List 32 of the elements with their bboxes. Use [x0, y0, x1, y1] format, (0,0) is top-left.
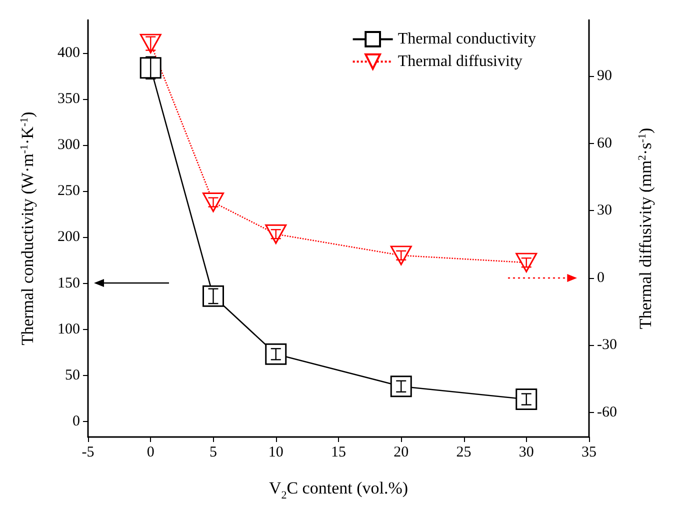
y-tick-label: 0: [72, 413, 80, 430]
y-tick-label: 250: [58, 183, 80, 200]
y-tick-label: 350: [58, 91, 80, 108]
y2-tick-label: 90: [597, 68, 612, 84]
x-tick-label: 15: [331, 444, 346, 460]
x-tick-label: 5: [210, 444, 217, 460]
y-tick-label: 300: [58, 137, 80, 154]
x-tick-label: 20: [394, 444, 409, 460]
x-tick-label: -5: [82, 444, 94, 460]
y-tick-label: 400: [58, 45, 80, 62]
y-tick-label: 150: [58, 275, 80, 292]
legend-label: Thermal diffusivity: [398, 53, 522, 70]
x-tick-label: 25: [456, 444, 472, 460]
y2-tick-label: -30: [597, 337, 617, 354]
legend-label: Thermal conductivity: [398, 30, 536, 48]
y2-tick-label: -60: [597, 404, 617, 420]
y2-axis-title: Thermal diffusivity (mm2·s-1): [636, 128, 655, 330]
x-tick-label: 35: [582, 444, 596, 460]
y2-tick-label: 0: [597, 270, 604, 286]
x-tick-label: 0: [146, 444, 154, 460]
y-axis-title: Thermal conductivity (W·m-1·K-1): [18, 112, 37, 346]
point: [516, 388, 538, 410]
y2-tick-label: 30: [597, 202, 612, 219]
point: [390, 376, 412, 398]
point: [265, 343, 287, 365]
y-tick-label: 100: [58, 321, 80, 338]
x-tick-label: 10: [268, 444, 284, 460]
y-tick-label: 200: [58, 229, 80, 246]
x-tick-label: 30: [518, 444, 534, 460]
y-tick-label: 50: [65, 367, 80, 384]
point: [140, 57, 162, 79]
y2-tick-label: 60: [597, 135, 612, 152]
